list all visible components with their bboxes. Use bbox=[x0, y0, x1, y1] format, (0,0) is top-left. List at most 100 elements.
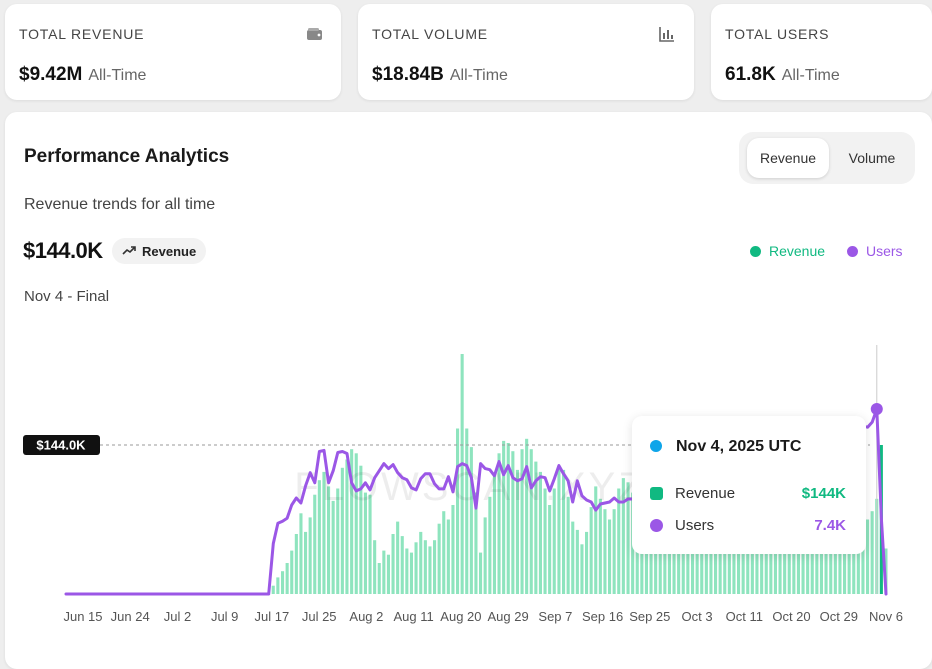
revenue-bar[interactable] bbox=[562, 469, 566, 594]
revenue-bar[interactable] bbox=[764, 534, 768, 594]
revenue-bar[interactable] bbox=[856, 525, 860, 594]
revenue-bar[interactable] bbox=[575, 529, 579, 594]
revenue-bar[interactable] bbox=[773, 538, 777, 594]
revenue-bar[interactable] bbox=[870, 511, 874, 594]
revenue-bar[interactable] bbox=[396, 521, 400, 594]
revenue-bar[interactable] bbox=[336, 488, 340, 595]
revenue-bar[interactable] bbox=[437, 523, 441, 594]
revenue-bar[interactable] bbox=[778, 540, 782, 594]
revenue-bar[interactable] bbox=[852, 529, 856, 594]
revenue-bar[interactable] bbox=[456, 428, 460, 595]
revenue-bar[interactable] bbox=[843, 531, 847, 594]
revenue-bar[interactable] bbox=[281, 571, 285, 594]
revenue-bar[interactable] bbox=[497, 453, 501, 594]
revenue-bar[interactable] bbox=[285, 563, 289, 594]
revenue-bar[interactable] bbox=[451, 505, 455, 594]
revenue-bar[interactable] bbox=[386, 554, 390, 594]
revenue-bar[interactable] bbox=[796, 538, 800, 594]
revenue-bar[interactable] bbox=[667, 550, 671, 594]
revenue-bar[interactable] bbox=[695, 531, 699, 594]
revenue-bar[interactable] bbox=[414, 542, 418, 594]
legend-revenue[interactable]: Revenue bbox=[750, 243, 825, 259]
revenue-bar[interactable] bbox=[810, 538, 814, 594]
revenue-bar[interactable] bbox=[294, 534, 298, 594]
revenue-bar[interactable] bbox=[755, 538, 759, 594]
revenue-bar[interactable] bbox=[580, 544, 584, 594]
revenue-bar[interactable] bbox=[746, 529, 750, 594]
revenue-bar[interactable] bbox=[465, 428, 469, 595]
revenue-bar[interactable] bbox=[686, 540, 690, 594]
revenue-bar[interactable] bbox=[819, 538, 823, 594]
revenue-bar[interactable] bbox=[741, 534, 745, 594]
revenue-bar[interactable] bbox=[391, 534, 395, 594]
revenue-bar[interactable] bbox=[299, 513, 303, 594]
revenue-bar[interactable] bbox=[866, 519, 870, 595]
revenue-bar[interactable] bbox=[557, 465, 561, 594]
revenue-bar[interactable] bbox=[525, 438, 529, 594]
revenue-bar[interactable] bbox=[377, 563, 381, 594]
revenue-bar[interactable] bbox=[594, 486, 598, 594]
revenue-bar[interactable] bbox=[571, 521, 575, 594]
revenue-bar[interactable] bbox=[552, 488, 556, 595]
revenue-bar[interactable] bbox=[382, 550, 386, 594]
revenue-bar[interactable] bbox=[460, 354, 464, 594]
revenue-bar[interactable] bbox=[520, 449, 524, 594]
revenue-bar[interactable] bbox=[308, 517, 312, 594]
revenue-bar[interactable] bbox=[442, 511, 446, 594]
revenue-bar[interactable] bbox=[317, 480, 321, 594]
revenue-bar[interactable] bbox=[833, 531, 837, 594]
revenue-bar[interactable] bbox=[331, 500, 335, 594]
revenue-bar[interactable] bbox=[327, 486, 331, 594]
revenue-bar[interactable] bbox=[663, 544, 667, 594]
revenue-bar[interactable] bbox=[400, 536, 404, 594]
toggle-volume-button[interactable]: Volume bbox=[848, 150, 896, 166]
revenue-bar[interactable] bbox=[737, 531, 741, 594]
revenue-bar[interactable] bbox=[566, 496, 570, 594]
revenue-bar[interactable] bbox=[359, 465, 363, 594]
revenue-bar[interactable] bbox=[276, 577, 280, 594]
revenue-bar[interactable] bbox=[529, 449, 533, 594]
revenue-bar[interactable] bbox=[428, 546, 432, 594]
revenue-bar[interactable] bbox=[405, 548, 409, 595]
revenue-bar[interactable] bbox=[548, 505, 552, 594]
revenue-bar[interactable] bbox=[732, 525, 736, 594]
revenue-bar[interactable] bbox=[608, 519, 612, 595]
revenue-bar[interactable] bbox=[271, 585, 275, 594]
revenue-bar[interactable] bbox=[612, 509, 616, 594]
revenue-bar[interactable] bbox=[511, 451, 515, 594]
revenue-bar[interactable] bbox=[750, 538, 754, 594]
revenue-bar[interactable] bbox=[626, 482, 630, 594]
revenue-bar[interactable] bbox=[861, 521, 865, 594]
revenue-bar[interactable] bbox=[760, 540, 764, 594]
revenue-bar[interactable] bbox=[658, 531, 662, 594]
revenue-bar[interactable] bbox=[506, 443, 510, 594]
revenue-bar[interactable] bbox=[598, 498, 602, 594]
revenue-bar[interactable] bbox=[474, 492, 478, 594]
revenue-bar[interactable] bbox=[806, 534, 810, 594]
revenue-bar[interactable] bbox=[787, 534, 791, 594]
revenue-bar[interactable] bbox=[373, 540, 377, 594]
revenue-bar[interactable] bbox=[617, 488, 621, 595]
revenue-bar[interactable] bbox=[409, 552, 413, 594]
revenue-bar[interactable] bbox=[290, 550, 294, 594]
revenue-bar[interactable] bbox=[423, 540, 427, 594]
revenue-bar[interactable] bbox=[322, 471, 326, 594]
revenue-bar[interactable] bbox=[727, 521, 731, 594]
revenue-bar[interactable] bbox=[345, 459, 349, 595]
legend-users[interactable]: Users bbox=[847, 243, 903, 259]
revenue-bar[interactable] bbox=[433, 540, 437, 594]
revenue-bar[interactable] bbox=[419, 531, 423, 594]
revenue-bar[interactable] bbox=[368, 494, 372, 594]
revenue-bar[interactable] bbox=[304, 531, 308, 594]
revenue-bar[interactable] bbox=[769, 531, 773, 594]
toggle-revenue-button[interactable]: Revenue bbox=[747, 138, 829, 178]
revenue-bar[interactable] bbox=[538, 471, 542, 594]
revenue-bar[interactable] bbox=[502, 440, 506, 594]
revenue-bar[interactable] bbox=[589, 507, 593, 594]
revenue-bar[interactable] bbox=[340, 467, 344, 594]
revenue-bar[interactable] bbox=[469, 447, 473, 594]
revenue-bar[interactable] bbox=[681, 521, 685, 594]
revenue-bar[interactable] bbox=[363, 492, 367, 594]
revenue-bar[interactable] bbox=[700, 519, 704, 595]
revenue-bar[interactable] bbox=[603, 509, 607, 594]
